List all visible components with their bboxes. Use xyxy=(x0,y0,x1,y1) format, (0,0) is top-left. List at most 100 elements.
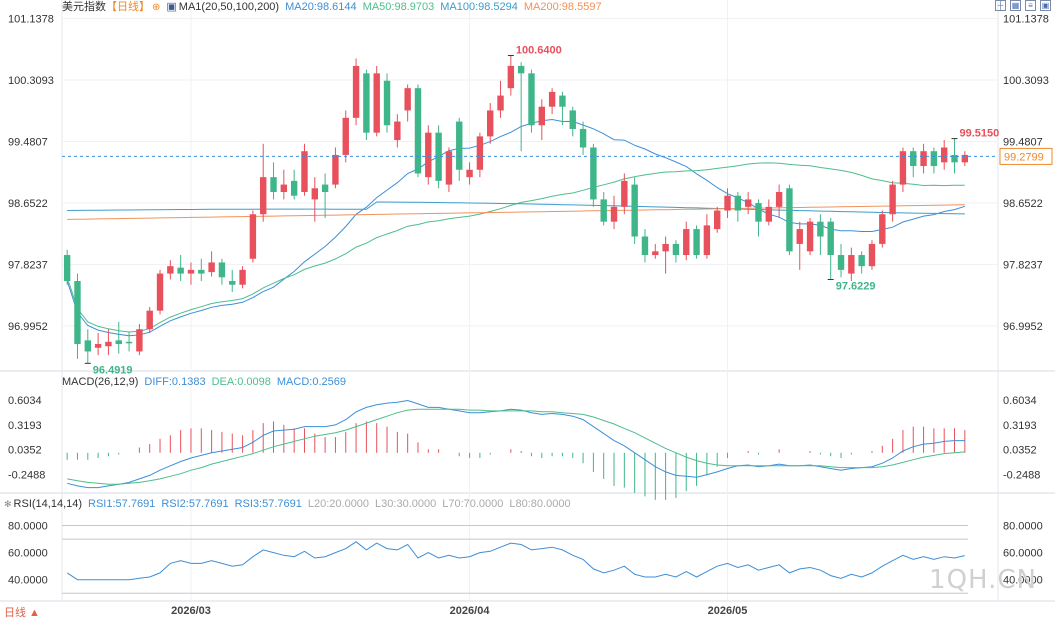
candle-body xyxy=(476,136,484,170)
candle-body xyxy=(94,344,102,348)
moving-average-lines xyxy=(66,118,965,337)
macd-legend: MACD(26,12,9) DIFF:0.1383 DEA:0.0098 MACD:0… xyxy=(62,376,352,389)
candle-body xyxy=(383,80,391,126)
rsi-line xyxy=(66,541,965,581)
candle-body xyxy=(260,177,267,215)
candle-body xyxy=(425,132,432,178)
candle-body xyxy=(394,121,401,141)
period-footer-button[interactable]: 日线 ▲ xyxy=(4,607,40,619)
candle-body xyxy=(796,229,803,244)
current-price-box xyxy=(999,147,1053,165)
candle-body xyxy=(641,236,649,256)
candle-body xyxy=(136,329,143,352)
candle-body xyxy=(249,214,257,259)
candle-body xyxy=(198,269,205,274)
rsi2-value: RSI2:57.7691 xyxy=(161,498,229,510)
candle-body xyxy=(961,154,969,163)
price-annotations: 99.2799 100.6400 96.4919 97.6229 99.5150 xyxy=(62,45,1053,376)
candle-body xyxy=(239,269,246,285)
main-legend: 美元指数【日线】 ⊕ ▣ MA1(20,50,100,200) MA20:98.6144… xyxy=(62,1,608,14)
layout-icon[interactable]: ▦ xyxy=(1010,0,1021,11)
candle-body xyxy=(466,169,473,178)
candle-body xyxy=(786,188,793,252)
rsi-tick-label-right: 80.0000 xyxy=(1003,521,1043,533)
rsi-legend: ✻ RSI(14,14,14) RSI1:57.7691 RSI2:57.7691 RS… xyxy=(4,498,577,511)
candle-body xyxy=(332,154,339,185)
ma100-line xyxy=(67,201,965,215)
macd-panel xyxy=(66,399,966,500)
candle-body xyxy=(84,340,91,352)
candle-body xyxy=(352,65,360,118)
x-tick-label: 2026/03 xyxy=(171,605,211,617)
settings-icon[interactable]: ✻ xyxy=(4,499,12,509)
candle-body xyxy=(610,206,618,222)
candle-body xyxy=(817,221,824,237)
candle-body xyxy=(497,95,504,111)
candle-body xyxy=(301,151,308,192)
y-tick-label: 99.4807 xyxy=(8,137,48,149)
candle-body xyxy=(590,147,597,200)
candle-body xyxy=(734,195,742,211)
macd-diff-value: DIFF:0.1383 xyxy=(144,376,206,388)
candle-body xyxy=(868,243,876,267)
candle-body xyxy=(806,221,814,252)
candle-body xyxy=(631,184,638,237)
candle-body xyxy=(672,243,680,256)
candle-body xyxy=(208,262,215,273)
candle-body xyxy=(889,184,896,215)
candle-body xyxy=(559,95,566,107)
candle-body xyxy=(621,180,628,207)
macd-value: MACD:0.2569 xyxy=(276,376,346,388)
rsi-l30: L30:30.0000 xyxy=(375,498,437,510)
y-tick-label-right: 99.4807 xyxy=(1003,137,1043,149)
rsi-tick-label-right: 40.0000 xyxy=(1003,575,1043,587)
rsi1-value: RSI1:57.7691 xyxy=(88,498,156,510)
y-tick-label-right: 96.9952 xyxy=(1003,321,1043,333)
crosshair-icon[interactable]: ┼ xyxy=(995,0,1006,11)
rsi-tick-label: 60.0000 xyxy=(8,548,48,560)
rsi-label: RSI(14,14,14) xyxy=(13,498,83,510)
candle-body xyxy=(941,147,948,163)
candle-body xyxy=(910,151,917,167)
candle-body xyxy=(714,210,721,230)
macd-tick-label-right: 0.0352 xyxy=(1003,445,1037,457)
y-tick-label: 101.1378 xyxy=(8,14,54,26)
y-tick-label-right: 97.8237 xyxy=(1003,259,1043,271)
candle-body xyxy=(951,154,958,163)
macd-dea-line xyxy=(67,408,965,485)
rsi-tick-label-right: 60.0000 xyxy=(1003,548,1043,560)
rsi3-value: RSI3:57.7691 xyxy=(234,498,302,510)
candle-body xyxy=(373,73,380,133)
candle-body xyxy=(755,203,762,222)
candle-body xyxy=(683,229,690,256)
candle-body xyxy=(827,221,834,256)
swing-low-annotation: 97.6229 xyxy=(836,281,876,293)
rsi-l70: L70:70.0000 xyxy=(442,498,504,510)
period-label[interactable]: 【日线】 xyxy=(106,1,150,13)
macd-tick-label: 0.3193 xyxy=(8,420,42,432)
macd-tick-label: 0.6034 xyxy=(8,395,42,407)
candle-body xyxy=(414,88,422,174)
indicator-icon[interactable]: ≡ xyxy=(1025,0,1036,11)
candle-body xyxy=(858,255,865,267)
candle-body xyxy=(187,269,195,274)
y-tick-label: 100.3093 xyxy=(8,75,54,87)
gear-icon[interactable]: ⊕ xyxy=(152,2,161,13)
candle-body xyxy=(569,110,576,129)
x-tick-label: 2026/05 xyxy=(708,605,748,617)
ma100-value: MA100:98.5294 xyxy=(440,1,518,13)
expand-icon[interactable]: ▣ xyxy=(1040,0,1051,11)
rsi-panel xyxy=(62,525,968,594)
y-tick-label-right: 98.6522 xyxy=(1003,198,1043,210)
macd-tick-label-right: 0.6034 xyxy=(1003,395,1037,407)
candle-body xyxy=(270,177,277,192)
candle-body xyxy=(445,151,453,185)
ma200-line xyxy=(67,204,965,220)
candle-body xyxy=(848,255,855,274)
candle-body xyxy=(177,267,184,274)
candle-body xyxy=(156,273,164,311)
candle-body xyxy=(342,117,349,155)
candle-body xyxy=(74,281,81,345)
